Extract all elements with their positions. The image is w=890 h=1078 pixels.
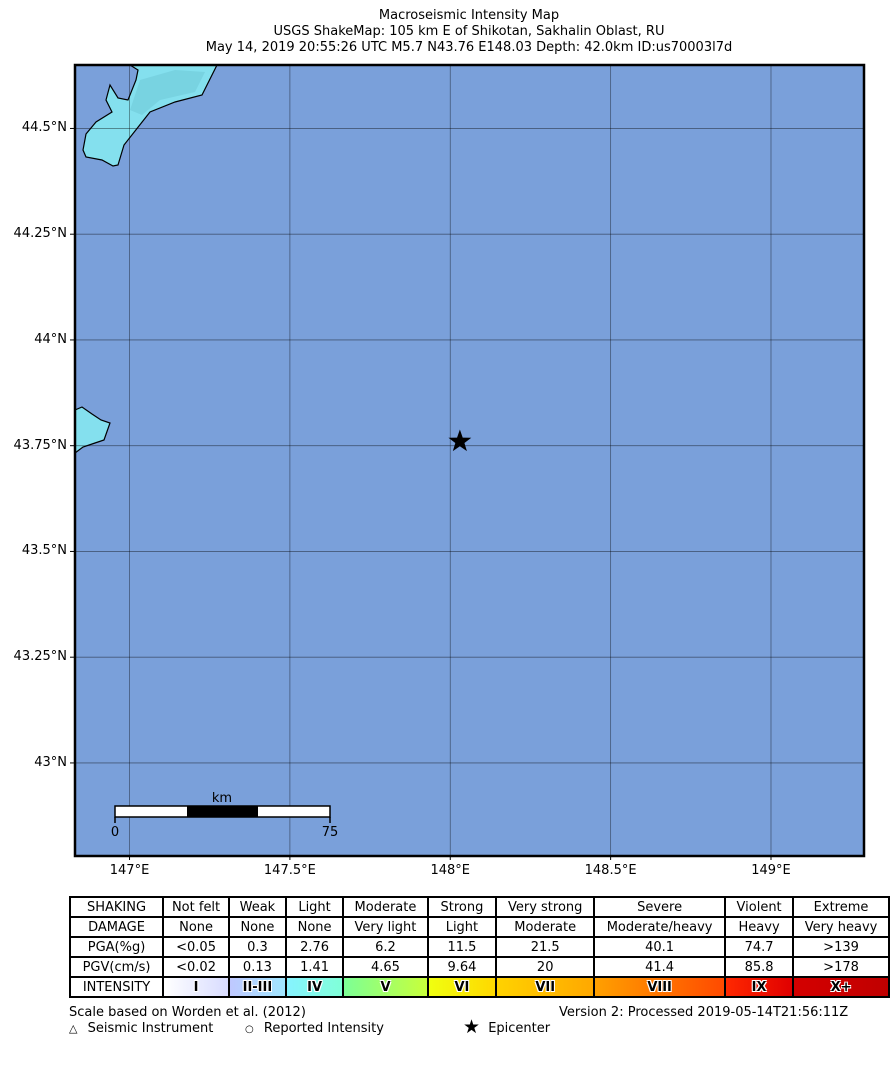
scale-unit: km — [212, 791, 232, 806]
map-title-line2: USGS ShakeMap: 105 km E of Shikotan, Sak… — [273, 24, 665, 39]
legend-cell: None — [162, 916, 231, 938]
intensity-level: X+ — [792, 976, 890, 998]
legend-cell: 11.5 — [426, 936, 498, 958]
legend-row-label: PGA(%g) — [68, 936, 165, 958]
latitude-label: 43°N — [34, 754, 67, 770]
legend-row-label: SHAKING — [68, 896, 165, 918]
map-frame — [73, 63, 866, 858]
intensity-legend-table: SHAKING Not felt Weak Light Moderate Strong Ve… — [68, 896, 890, 998]
legend-reported-intensity: ○ Reported Intensity — [245, 1021, 384, 1036]
intensity-level: VIII — [593, 976, 727, 998]
legend-row: PGA(%g) <0.05 0.3 2.76 6.2 11.5 21.5 40.1 74.7 >1… — [68, 936, 890, 958]
legend-cell: Weak — [228, 896, 287, 918]
legend-cell: 85.8 — [724, 956, 795, 978]
legend-cell: Very strong — [495, 896, 596, 918]
longitude-label: 147°E — [109, 863, 150, 878]
legend-cell: Light — [284, 896, 345, 918]
legend-cell: Heavy — [724, 916, 795, 938]
legend-cell: Severe — [593, 896, 727, 918]
latitude-label: 44°N — [34, 331, 67, 347]
legend-row-label: DAMAGE — [68, 916, 165, 938]
legend-cell: Very heavy — [792, 916, 890, 938]
longitude-label: 148.5°E — [584, 863, 637, 878]
map-title-line3: May 14, 2019 20:55:26 UTC M5.7 N43.76 E1… — [205, 40, 733, 55]
latitude-label: 44.5°N — [21, 120, 67, 136]
epicenter-star-icon — [448, 429, 472, 452]
legend-cell: <0.05 — [162, 936, 231, 958]
longitude-label: 147.5°E — [263, 863, 316, 878]
circle-icon: ○ — [245, 1024, 254, 1035]
intensity-level: IV — [284, 976, 345, 998]
intensity-level: I — [162, 976, 231, 998]
legend-cell: 0.13 — [228, 956, 287, 978]
version-note: Version 2: Processed 2019-05-14T21:56:11… — [559, 1005, 849, 1020]
intensity-level: IX — [724, 976, 795, 998]
legend-cell: Moderate — [495, 916, 596, 938]
reported-intensity-label: Reported Intensity — [263, 1021, 384, 1036]
legend-cell: Moderate/heavy — [593, 916, 727, 938]
latitude-label: 44.25°N — [13, 226, 67, 242]
legend-cell: 6.2 — [342, 936, 429, 958]
longitude-label: 149°E — [751, 863, 791, 878]
epicenter-label: Epicenter — [488, 1021, 551, 1036]
island-shading-north — [130, 70, 205, 115]
legend-seismic-instrument: △ Seismic Instrument — [69, 1021, 213, 1036]
scale-end-label: 75 — [322, 825, 339, 840]
legend-cell: Moderate — [342, 896, 429, 918]
map-gridlines — [75, 65, 864, 856]
latitude-label: 43.75°N — [13, 437, 67, 453]
legend-cell: 0.3 — [228, 936, 287, 958]
latitude-label: 43.5°N — [21, 543, 67, 559]
legend-cell: Violent — [724, 896, 795, 918]
legend-cell: 2.76 — [284, 936, 345, 958]
legend-cell: 40.1 — [593, 936, 727, 958]
legend-intensity-row: INTENSITY I II-III IV V VI VII VIII IX X+ — [68, 976, 890, 998]
intensity-level: II-III — [228, 976, 287, 998]
ocean-area — [75, 65, 864, 856]
triangle-icon: △ — [69, 1022, 78, 1035]
legend-row: SHAKING Not felt Weak Light Moderate Strong Ve… — [68, 896, 890, 918]
legend-row-label: INTENSITY — [68, 976, 165, 998]
legend-cell: Very light — [342, 916, 429, 938]
legend-cell: Extreme — [792, 896, 890, 918]
axis-ticks — [70, 127, 772, 860]
legend-cell: 74.7 — [724, 936, 795, 958]
legend-cell: 4.65 — [342, 956, 429, 978]
legend-cell: None — [284, 916, 345, 938]
intensity-map: km 0 75 — [70, 63, 866, 860]
legend-cell: Not felt — [162, 896, 231, 918]
island-landmass-west — [75, 406, 111, 454]
legend-cell: 20 — [495, 956, 596, 978]
legend-epicenter: ★ Epicenter — [463, 1018, 550, 1037]
legend-cell: 21.5 — [495, 936, 596, 958]
legend-cell: None — [228, 916, 287, 938]
longitude-label: 148°E — [430, 863, 471, 878]
legend-cell: >178 — [792, 956, 890, 978]
latitude-label: 43.25°N — [13, 649, 67, 665]
legend-cell: <0.02 — [162, 956, 231, 978]
scale-start-label: 0 — [111, 825, 119, 840]
map-title-line1: Macroseismic Intensity Map — [378, 8, 560, 23]
intensity-level: V — [342, 976, 429, 998]
legend-cell: Strong — [426, 896, 498, 918]
intensity-level: VI — [426, 976, 498, 998]
legend-cell: 1.41 — [284, 956, 345, 978]
scale-bar: km 0 75 — [111, 791, 338, 840]
intensity-level: VII — [495, 976, 596, 998]
legend-cell: Light — [426, 916, 498, 938]
legend-row-label: PGV(cm/s) — [68, 956, 165, 978]
seismic-instrument-label: Seismic Instrument — [87, 1021, 214, 1036]
star-icon: ★ — [463, 1016, 481, 1038]
scale-note: Scale based on Worden et al. (2012) — [69, 1005, 306, 1020]
legend-row: DAMAGE None None None Very light Light Moderat… — [68, 916, 890, 938]
legend-cell: 9.64 — [426, 956, 498, 978]
legend-cell: 41.4 — [593, 956, 727, 978]
legend-cell: >139 — [792, 936, 890, 958]
legend-row: PGV(cm/s) <0.02 0.13 1.41 4.65 9.64 20 41.4 85.8… — [68, 956, 890, 978]
